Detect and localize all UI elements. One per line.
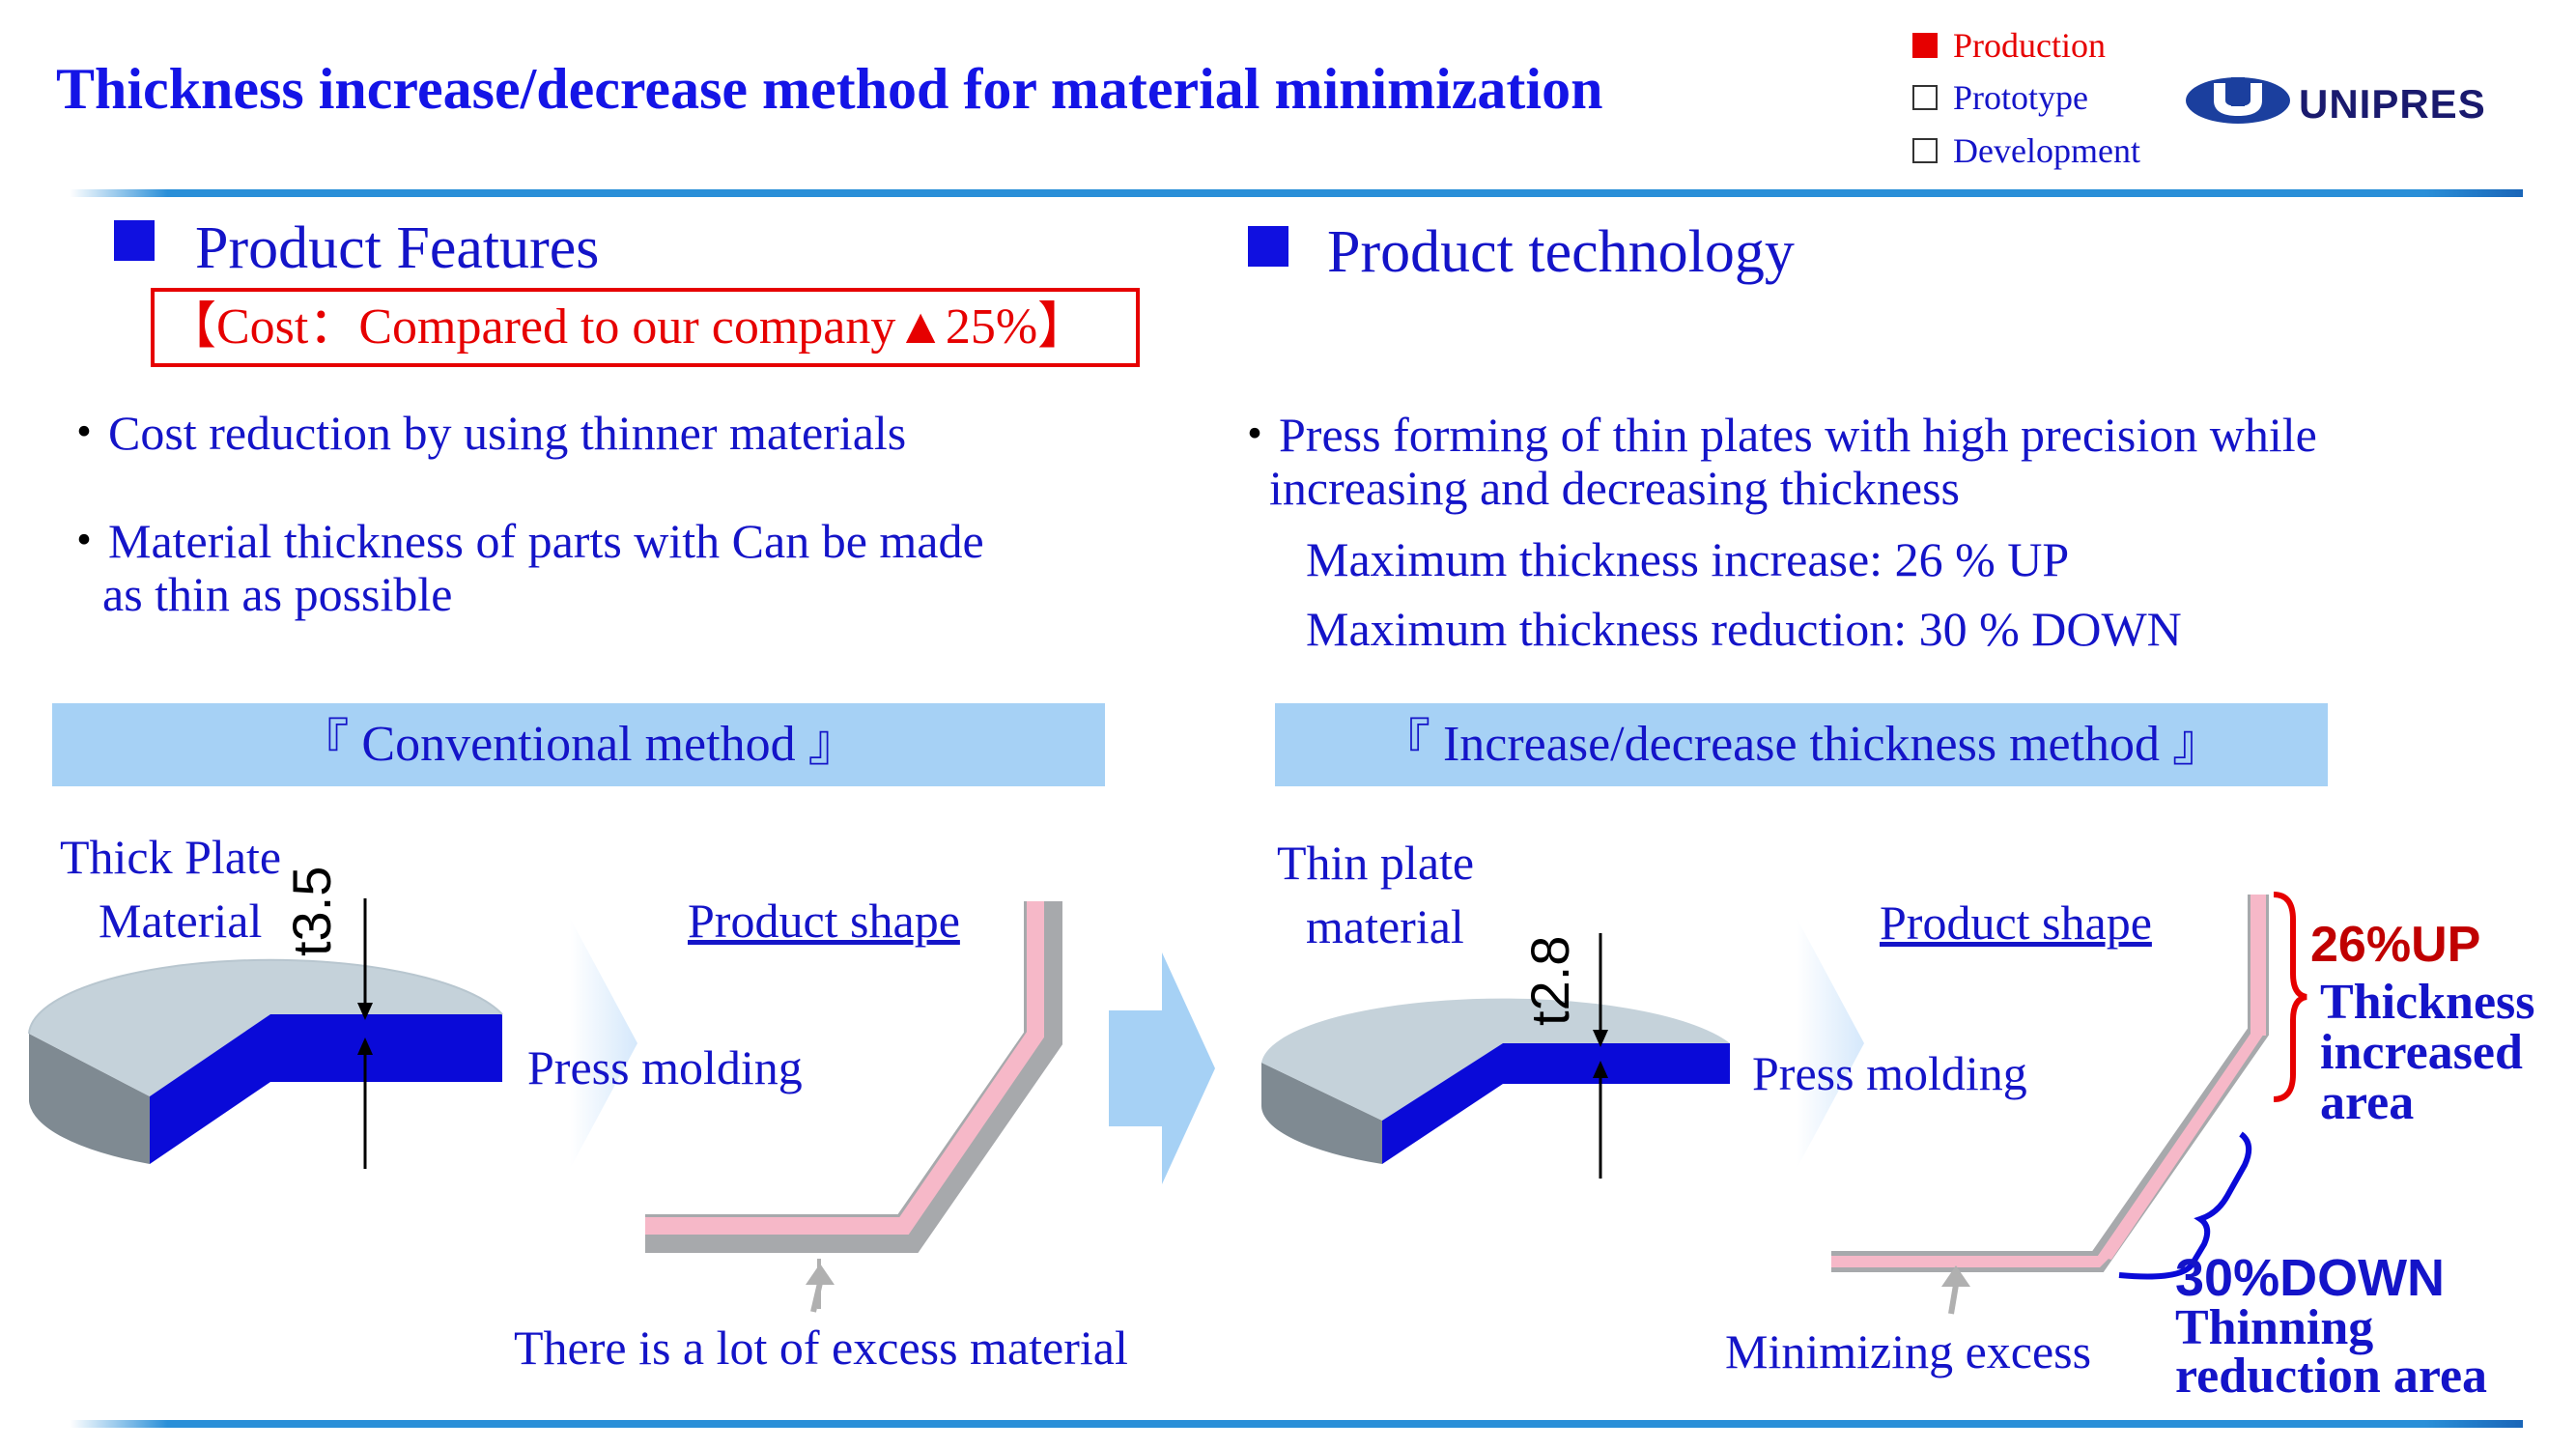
excess-note: There is a lot of excess material <box>514 1321 1128 1375</box>
bullet-mark: ・ <box>60 406 108 460</box>
status-production: Production <box>1912 25 2106 66</box>
faint-chevron-icon <box>1797 918 1864 1169</box>
excess-pointer-icon <box>1941 1265 1970 1315</box>
section-square-icon <box>1248 226 1288 267</box>
product-shape-thick-icon <box>645 901 1062 1309</box>
down-value: 30%DOWN <box>2175 1249 2446 1307</box>
checkbox-empty-icon <box>1912 138 1938 163</box>
status-label: Production <box>1953 26 2106 65</box>
checkbox-empty-icon <box>1912 85 1938 110</box>
up-line-3: area <box>2320 1075 2415 1130</box>
excess-pointer-icon <box>806 1264 835 1313</box>
page-title: Thickness increase/decrease method for m… <box>56 57 1603 121</box>
bullet-mark: ・ <box>1231 408 1279 462</box>
max-reduction-text: Maximum thickness reduction: 30 % DOWN <box>1306 602 2182 656</box>
press-molding-label: Press molding <box>527 1040 803 1094</box>
bullet-text: Press forming of thin plates with high p… <box>1279 408 2317 462</box>
max-increase-text: Maximum thickness increase: 26 % UP <box>1306 532 2070 586</box>
up-description: Thickness increased area <box>2320 978 2535 1128</box>
thin-plate-disc-icon <box>1261 998 1730 1164</box>
blue-brace-icon <box>2118 1131 2252 1280</box>
cost-note: 【Cost：Compared to our company▲25%】 <box>151 288 1140 367</box>
thickness-arrows-icon <box>1593 933 1608 1179</box>
header-divider <box>70 189 2523 197</box>
technology-heading: Product technology <box>1327 219 1795 285</box>
thin-plate-label-1: Thin plate <box>1277 836 1475 890</box>
up-line-2: increased <box>2320 1025 2523 1080</box>
bullet-text: Material thickness of parts with Can be … <box>108 514 984 568</box>
unipres-logo-icon <box>2186 77 2290 124</box>
features-bullet-2-cont: as thin as possible <box>102 567 453 621</box>
up-value: 26%UP <box>2310 917 2481 973</box>
faint-chevron-icon <box>570 918 637 1169</box>
thick-plate-disc-icon <box>28 958 503 1164</box>
status-label: Prototype <box>1953 78 2088 117</box>
red-brace-icon <box>2273 892 2307 1102</box>
thickness-label: t3.5 <box>281 866 342 956</box>
bullet-mark: ・ <box>60 514 108 568</box>
new-method-banner: 『 Increase/decrease thickness method 』 <box>1275 703 2328 786</box>
technology-bullet: ・Press forming of thin plates with high … <box>1231 396 2317 466</box>
section-square-icon <box>114 220 155 261</box>
thick-plate-label-1: Thick Plate <box>60 830 282 884</box>
transition-arrow-icon <box>1109 952 1215 1184</box>
product-shape-label: Product shape <box>688 894 960 948</box>
features-bullet-1: ・Cost reduction by using thinner materia… <box>60 394 906 464</box>
up-line-1: Thickness <box>2320 975 2535 1030</box>
press-molding-label: Press molding <box>1752 1046 2027 1100</box>
thin-plate-label-2: material <box>1306 899 1464 953</box>
down-line-1: Thinning <box>2175 1300 2374 1355</box>
thickness-label: t2.8 <box>1519 935 1580 1026</box>
down-line-2: reduction area <box>2175 1349 2488 1404</box>
footer-divider <box>70 1420 2523 1428</box>
technology-bullet-cont: increasing and decreasing thickness <box>1269 461 1961 515</box>
checkbox-filled-icon <box>1912 33 1938 58</box>
features-bullet-2: ・Material thickness of parts with Can be… <box>60 502 984 572</box>
down-description: Thinning reduction area <box>2175 1300 2488 1404</box>
excess-note: Minimizing excess <box>1725 1324 2092 1378</box>
product-shape-thin-icon <box>1831 895 2269 1272</box>
status-label: Development <box>1953 131 2140 170</box>
conventional-banner: 『 Conventional method 』 <box>52 703 1105 786</box>
product-shape-label: Product shape <box>1880 895 2152 950</box>
bullet-text: Cost reduction by using thinner material… <box>108 406 907 460</box>
thick-plate-label-2: Material <box>99 894 263 948</box>
features-heading: Product Features <box>195 215 600 281</box>
status-development: Development <box>1912 130 2140 171</box>
logo-text: UNIPRES <box>2299 81 2486 127</box>
thickness-arrows-icon <box>357 898 373 1169</box>
status-prototype: Prototype <box>1912 77 2088 118</box>
